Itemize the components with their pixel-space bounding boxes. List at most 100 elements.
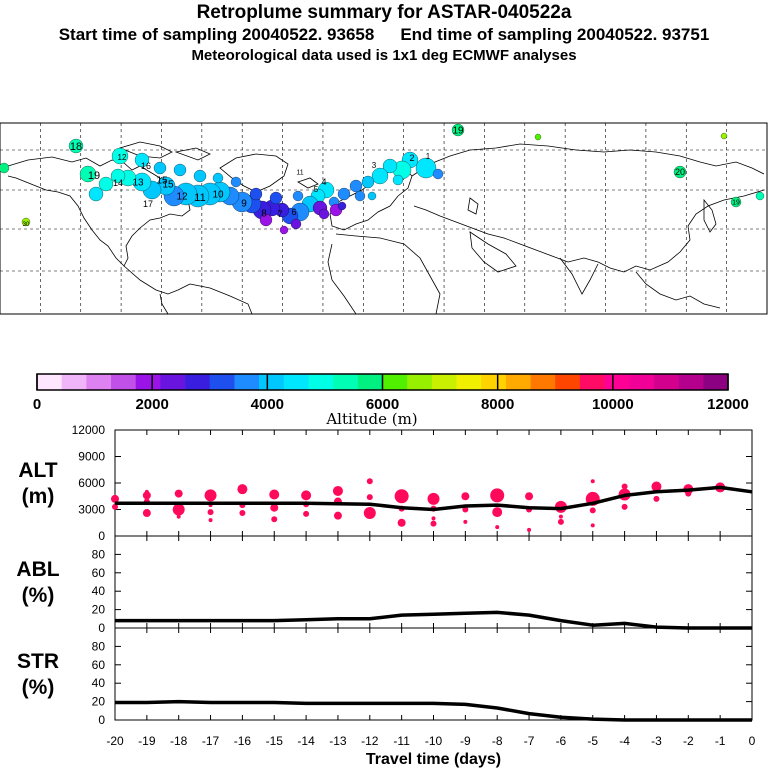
coast-south-america (159, 283, 253, 315)
x-tick-label: -7 (524, 734, 535, 748)
coast-central-america (123, 265, 191, 295)
colorbar-tick-label: 6000 (366, 396, 399, 413)
alt-scatter-point (651, 481, 662, 492)
alt-scatter-point (490, 488, 505, 503)
plume-marker-45 (290, 218, 302, 230)
time-series-panels: 030006000900012000ALT(m)020406080ABL(%)0… (16, 423, 755, 768)
map-day-label: 12 (118, 153, 127, 162)
x-tick-label: -11 (393, 734, 410, 748)
x-tick-label: -20 (106, 734, 124, 748)
plume-marker-7 (337, 187, 351, 201)
x-tick-label: -8 (492, 734, 503, 748)
plume-marker-59 (21, 217, 31, 227)
colorbar-swatch (678, 374, 704, 390)
x-tick-label: -19 (138, 734, 156, 748)
alt-scatter-point (461, 492, 470, 501)
plume-marker-35 (153, 161, 167, 175)
alt-scatter-point (363, 507, 376, 520)
colorbar-swatch (579, 374, 605, 390)
plume-marker-57 (730, 196, 742, 208)
alt-scatter-point (621, 503, 628, 510)
map-day-label: 7 (277, 209, 282, 219)
y-tick-label: 0 (98, 713, 105, 727)
map-day-label: 1 (426, 152, 431, 161)
coast-caspian (467, 197, 479, 215)
alt-scatter-point (237, 484, 248, 495)
colorbar-swatch (283, 374, 309, 390)
x-tick-label: -18 (170, 734, 188, 748)
colorbar-swatch (653, 374, 679, 390)
x-tick-label: -9 (460, 734, 471, 748)
plume-marker-32 (79, 165, 97, 183)
colorbar-swatch (86, 374, 112, 390)
alt-scatter-point (174, 489, 183, 498)
panel-abl: 0 20 40 60 80 ABL (%) (16, 535, 753, 635)
colorbar-swatch (407, 374, 433, 390)
alt-scatter-point (589, 507, 596, 514)
map-day-label: 3 (372, 161, 377, 170)
y-tick-label: 80 (92, 639, 106, 653)
colorbar-tick-label: 12000 (707, 396, 749, 413)
colorbar-tick-label: 2000 (135, 396, 168, 413)
plume-marker-29 (110, 168, 126, 184)
start-time-label: Start time of sampling 20040522. 93658 (58, 25, 375, 44)
str-frame (114, 627, 753, 721)
alt-scatter-point (111, 494, 119, 503)
colorbar-tick-label: 4000 (251, 396, 284, 413)
alt-scatter-point (427, 492, 440, 505)
y-tick-label: 40 (92, 676, 106, 690)
plume-marker-34 (134, 152, 150, 168)
alt-scatter-point (590, 523, 595, 528)
coast-iceland (297, 177, 319, 189)
x-tick-label: -10 (425, 734, 443, 748)
colorbar-label: Altitude (m) (325, 410, 417, 428)
alt-scatter-point (366, 494, 373, 501)
map-day-label: 30 (23, 222, 30, 228)
alt-scatter-point (144, 489, 149, 494)
alt-scatter-point (430, 520, 437, 527)
y-tick-label: 20 (92, 695, 106, 709)
colorbar-swatch (357, 374, 383, 390)
plume-marker-54 (68, 138, 84, 154)
alt-ylabel-name: ALT (18, 459, 57, 482)
str-ylabel-unit: (%) (22, 676, 55, 699)
alt-scatter-point (394, 489, 409, 504)
x-tick-label: -5 (587, 734, 598, 748)
map-day-label: 16 (141, 161, 151, 171)
plume-marker-61 (720, 132, 728, 140)
y-tick-label: 80 (92, 547, 106, 561)
alt-scatter-point (333, 511, 342, 520)
plume-marker-49 (337, 201, 347, 211)
alt-scatter-point (462, 506, 469, 513)
plume-marker-53 (432, 168, 444, 180)
plume-marker-51 (367, 191, 377, 201)
plume-marker-33 (111, 147, 129, 165)
plume-marker-52 (392, 174, 404, 186)
colorbar-swatch (555, 374, 581, 390)
y-tick-label: 12000 (72, 423, 106, 437)
alt-scatter-point (207, 509, 214, 516)
colorbar-tick-label: 8000 (481, 396, 514, 413)
colorbar-swatch (259, 374, 285, 390)
colorbar-swatch (135, 374, 161, 390)
alt-scatter-point (527, 527, 532, 532)
alt-scatter-point (172, 503, 185, 516)
alt-series-line (115, 485, 753, 512)
chart-title: Retroplume summary for ASTAR-040522a (196, 2, 572, 23)
colorbar-swatch (308, 374, 334, 390)
plume-marker-40 (249, 187, 263, 201)
y-tick-label: 0 (98, 621, 105, 635)
y-tick-label: 60 (92, 658, 106, 672)
alt-scatter-point (142, 491, 151, 500)
x-tick-label: -3 (651, 734, 662, 748)
x-tick-label: -12 (361, 734, 379, 748)
plume-marker-60 (534, 133, 542, 141)
coast-asia (411, 143, 765, 273)
colorbar-swatch (111, 374, 137, 390)
alt-scatter-point (303, 510, 310, 517)
plume-marker-31 (88, 186, 104, 202)
alt-scatter-point (176, 514, 181, 519)
colorbar-swatch (61, 374, 87, 390)
x-tick-label: -4 (619, 734, 630, 748)
